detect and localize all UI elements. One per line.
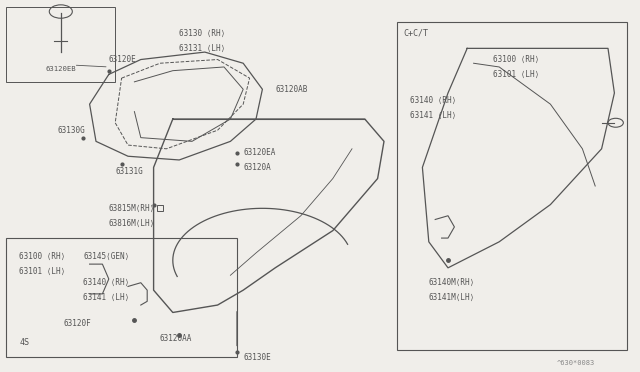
- Text: 63141 ⟨LH⟩: 63141 ⟨LH⟩: [83, 293, 129, 302]
- Text: 63130E: 63130E: [243, 353, 271, 362]
- Text: 63140M⟨RH⟩: 63140M⟨RH⟩: [429, 278, 475, 287]
- Text: 63120AB: 63120AB: [275, 85, 308, 94]
- Text: 63141M⟨LH⟩: 63141M⟨LH⟩: [429, 293, 475, 302]
- Text: 63815M⟨RH⟩: 63815M⟨RH⟩: [109, 204, 155, 213]
- Text: 63100 ⟨RH⟩: 63100 ⟨RH⟩: [493, 55, 539, 64]
- Text: 63130G: 63130G: [58, 126, 85, 135]
- Text: 63100 ⟨RH⟩: 63100 ⟨RH⟩: [19, 252, 65, 261]
- Text: 63816M⟨LH⟩: 63816M⟨LH⟩: [109, 219, 155, 228]
- Text: 63131 ⟨LH⟩: 63131 ⟨LH⟩: [179, 44, 225, 53]
- Text: 63145⟨GEN⟩: 63145⟨GEN⟩: [83, 252, 129, 261]
- Text: 63140 ⟨RH⟩: 63140 ⟨RH⟩: [410, 96, 456, 105]
- Text: 63141 ⟨LH⟩: 63141 ⟨LH⟩: [410, 111, 456, 120]
- Text: 63120E: 63120E: [109, 55, 136, 64]
- Text: 63120A: 63120A: [243, 163, 271, 172]
- Text: 63130 ⟨RH⟩: 63130 ⟨RH⟩: [179, 29, 225, 38]
- Text: 63101 ⟨LH⟩: 63101 ⟨LH⟩: [19, 267, 65, 276]
- Bar: [397, 22, 627, 350]
- Text: 63120AA: 63120AA: [160, 334, 193, 343]
- Text: 63101 ⟨LH⟩: 63101 ⟨LH⟩: [493, 70, 539, 79]
- Bar: [6, 238, 237, 357]
- Text: 63120F: 63120F: [64, 319, 92, 328]
- Text: 63120EA: 63120EA: [243, 148, 276, 157]
- Text: 63120EB: 63120EB: [45, 66, 76, 72]
- Text: 63140 ⟨RH⟩: 63140 ⟨RH⟩: [83, 278, 129, 287]
- Text: 4S: 4S: [19, 338, 29, 347]
- Text: ^630*0083: ^630*0083: [557, 360, 595, 366]
- Text: 63131G: 63131G: [115, 167, 143, 176]
- Text: C+C/T: C+C/T: [403, 29, 428, 38]
- Bar: [6, 7, 115, 82]
